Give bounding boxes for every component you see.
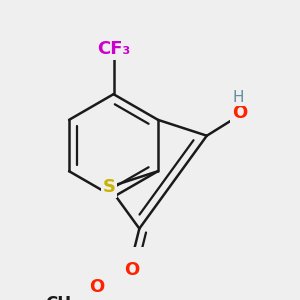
Text: O: O bbox=[232, 103, 247, 122]
Text: CH₃: CH₃ bbox=[45, 295, 79, 300]
Text: O: O bbox=[89, 278, 104, 296]
Text: CF₃: CF₃ bbox=[97, 40, 130, 58]
Text: O: O bbox=[124, 261, 139, 279]
Text: H: H bbox=[232, 90, 244, 105]
Text: S: S bbox=[103, 178, 116, 196]
